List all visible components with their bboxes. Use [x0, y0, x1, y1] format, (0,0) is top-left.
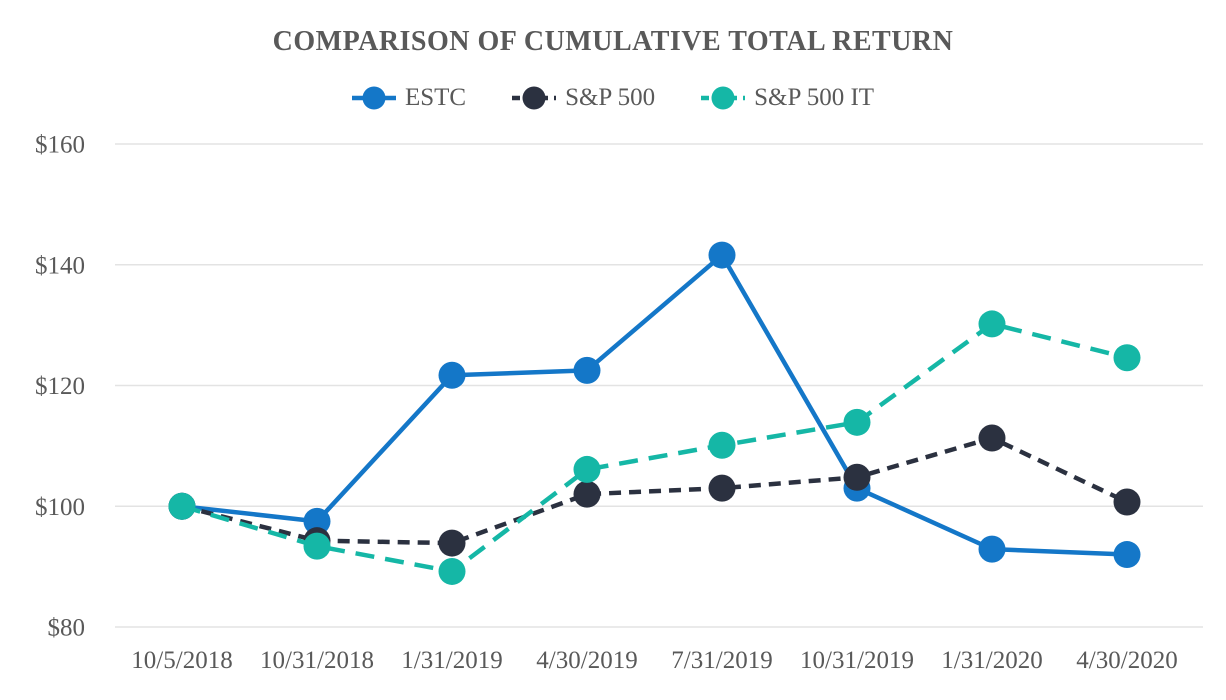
x-axis-tick-label: 4/30/2020: [1076, 647, 1177, 674]
x-axis-tick-label: 1/31/2020: [941, 647, 1042, 674]
series-line-ESTC: [181, 252, 1128, 557]
data-point-marker: [438, 529, 466, 557]
data-point-marker: [1113, 541, 1141, 569]
data-point-marker: [1113, 344, 1141, 372]
chart-title: COMPARISON OF CUMULATIVE TOTAL RETURN: [272, 26, 954, 57]
legend-label: S&P 500: [565, 84, 656, 111]
y-axis-tick-label: $140: [35, 252, 85, 279]
x-axis-tick-label: 10/31/2018: [260, 647, 374, 674]
series-line-S&P 500 IT: [181, 321, 1128, 574]
y-axis-tick-label: $160: [35, 132, 85, 159]
legend-item-S&P 500: S&P 500: [512, 84, 655, 112]
legend-marker-icon: [701, 86, 746, 110]
data-point-marker: [978, 535, 1006, 563]
series-line-S&P 500: [181, 435, 1128, 546]
data-point-marker: [438, 361, 466, 389]
legend: ESTC S&P 500 S&P 500 IT: [0, 84, 1226, 112]
data-point-marker: [978, 310, 1006, 338]
x-axis-tick-label: 1/31/2019: [401, 647, 502, 674]
y-axis-tick-label: $80: [48, 615, 86, 642]
data-point-marker: [843, 463, 871, 491]
data-point-marker: [708, 241, 736, 269]
data-point-marker: [438, 557, 466, 585]
data-point-marker: [573, 480, 601, 508]
legend-marker-icon: [351, 86, 396, 110]
data-point-marker: [708, 474, 736, 502]
legend-item-S&P 500 IT: S&P 500 IT: [701, 84, 874, 112]
x-axis-tick-label: 4/30/2019: [536, 647, 637, 674]
legend-label: S&P 500 IT: [754, 84, 875, 111]
data-point-marker: [573, 455, 601, 483]
data-point-marker: [1113, 488, 1141, 516]
data-point-marker: [168, 492, 196, 520]
legend-label: ESTC: [404, 84, 467, 111]
data-point-marker: [573, 356, 601, 384]
y-axis-tick-label: $120: [35, 373, 85, 400]
data-point-marker: [303, 532, 331, 560]
x-axis-tick-label: 7/31/2019: [671, 647, 772, 674]
x-axis-tick-label: 10/5/2018: [131, 647, 232, 674]
legend-item-ESTC: ESTC: [351, 84, 467, 112]
data-point-marker: [843, 408, 871, 436]
x-axis-tick-label: 10/31/2019: [800, 647, 914, 674]
y-axis-tick-label: $100: [35, 494, 85, 521]
legend-marker-icon: [512, 86, 557, 110]
data-point-marker: [708, 431, 736, 459]
data-point-marker: [978, 424, 1006, 452]
data-point-marker: [303, 507, 331, 535]
